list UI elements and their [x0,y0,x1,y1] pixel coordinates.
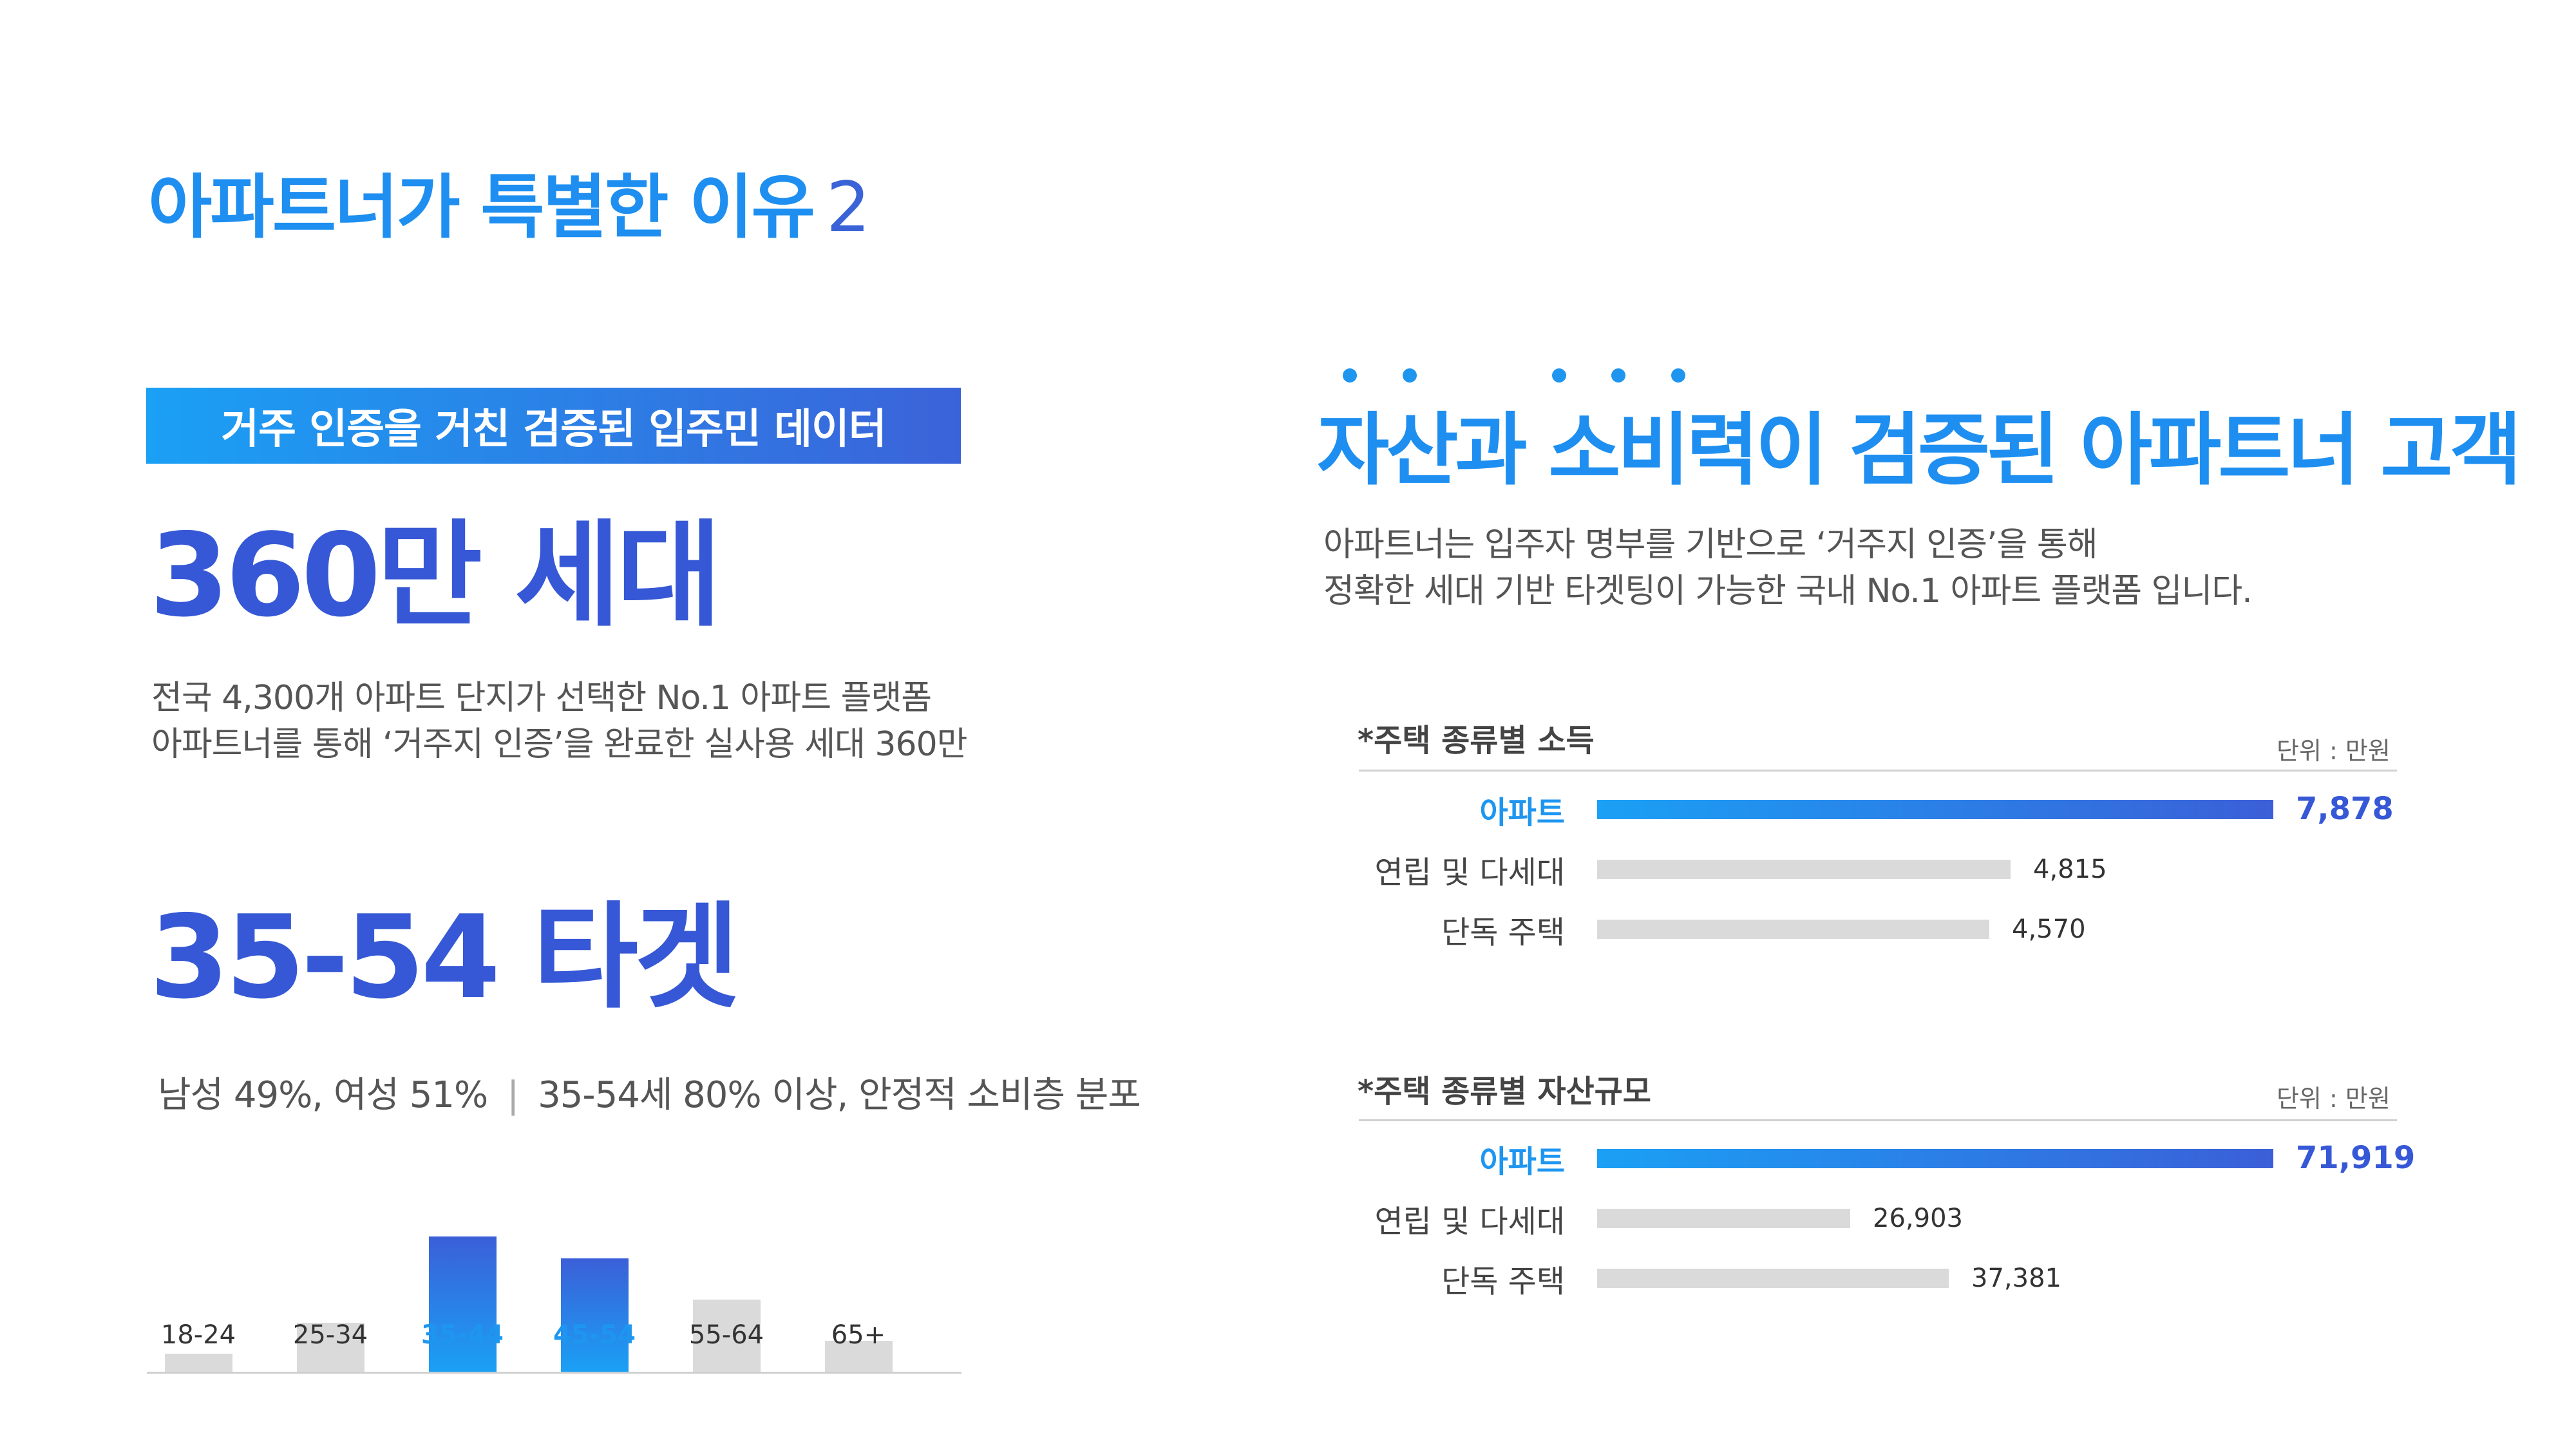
target-stat: 35-54 타겟 [149,891,740,1024]
asset-value-label: 26,903 [1873,1204,1963,1233]
income-chart-title: *주택 종류별 소득 [1358,723,1595,759]
income-value-label: 4,570 [2012,914,2086,944]
asset-chart: 아파트 71,919 연립 및 다세대 26,903 단독 주택 37,381 [1359,1140,2416,1334]
age-bar-35-44 [429,1236,497,1372]
asset-category-label: 아파트 [1479,1144,1565,1180]
emphasis-dot [1343,368,1357,383]
emphasis-dots [1317,368,1703,388]
age-bar-55-64 [693,1300,761,1372]
asset-category-label: 단독 주택 [1441,1264,1565,1300]
age-label: 18-24 [160,1320,236,1350]
age-bar-18-24 [165,1354,232,1372]
age-label: 65+ [831,1320,886,1350]
income-unit-label: 단위 : 만원 [2277,737,2391,765]
separator: | [507,1074,519,1116]
income-value-label: 4,815 [2033,855,2107,884]
households-desc-line-1: 전국 4,300개 아파트 단지가 선택한 No.1 아파트 플랫폼 [151,679,932,717]
age-ratio-text: 35-54세 80% 이상, 안정적 소비층 분포 [538,1074,1141,1116]
emphasis-dot [1403,368,1417,383]
age-chart-axis [147,1372,961,1374]
income-bar [1597,800,2273,819]
income-bar [1597,920,1989,939]
asset-chart-title: *주택 종류별 자산규모 [1358,1074,1651,1110]
income-category-label: 연립 및 다세대 [1374,855,1565,891]
customer-title: 자산과 소비력이 검증된 아파트너 고객 [1317,404,2522,496]
asset-unit-label: 단위 : 만원 [2277,1084,2391,1113]
age-distribution-chart: 18-24 25-34 35-44 45-54 55-64 65+ [147,1153,961,1374]
households-stat: 360만 세대 [149,509,722,642]
emphasis-dot [1552,368,1566,383]
income-chart: 아파트 7,878 연립 및 다세대 4,815 단독 주택 4,570 [1359,791,2397,985]
age-label: 25-34 [292,1320,368,1350]
verified-data-banner: 거주 인증을 거친 검증된 입주민 데이터 [146,388,961,464]
asset-category-label: 연립 및 다세대 [1374,1204,1565,1240]
age-bar-25-34 [297,1323,365,1372]
income-value-label: 7,878 [2296,791,2394,827]
page-title-number: 2 [826,167,871,248]
customer-description: 아파트너는 입주자 명부를 기반으로 ‘거주지 인증’을 통해 정확한 세대 기… [1323,522,2253,614]
page-title: 아파트너가 특별한 이유 2 [148,151,871,252]
customer-desc-line-1: 아파트너는 입주자 명부를 기반으로 ‘거주지 인증’을 통해 [1323,526,2098,564]
income-divider [1359,770,2397,772]
asset-bar [1597,1209,1850,1228]
asset-value-label: 37,381 [1971,1264,2061,1293]
emphasis-dot [1671,368,1685,383]
income-category-label: 단독 주택 [1441,914,1565,951]
asset-value-label: 71,919 [2296,1140,2416,1176]
households-desc-line-2: 아파트너를 통해 ‘거주지 인증’을 완료한 실사용 세대 360만 [151,725,967,764]
asset-bar [1597,1269,1949,1288]
age-label: 35-44 [421,1320,504,1350]
asset-bar [1597,1149,2273,1168]
emphasis-dot [1611,368,1625,383]
demographics-line: 남성 49%, 여성 51% | 35-54세 80% 이상, 안정적 소비층 분포 [158,1066,1141,1118]
page-title-text: 아파트너가 특별한 이유 [148,167,815,248]
age-bar-45-54 [561,1258,629,1372]
gender-ratio-text: 남성 49%, 여성 51% [158,1074,488,1116]
customer-desc-line-2: 정확한 세대 기반 타겟팅이 가능한 국내 No.1 아파트 플랫폼 입니다. [1323,572,2253,611]
age-label: 45-54 [553,1320,636,1350]
age-label: 55-64 [688,1320,764,1350]
income-category-label: 아파트 [1479,795,1565,831]
asset-divider [1359,1119,2397,1121]
income-bar [1597,860,2011,879]
households-description: 전국 4,300개 아파트 단지가 선택한 No.1 아파트 플랫폼 아파트너를… [151,675,967,768]
age-bar-65+ [825,1341,893,1372]
